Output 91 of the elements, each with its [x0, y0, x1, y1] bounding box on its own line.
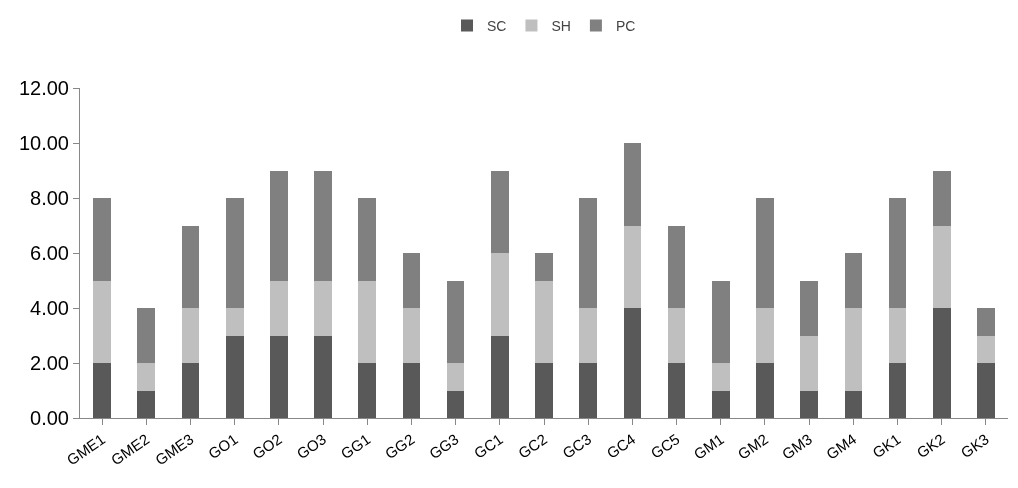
- bar: [490, 253, 509, 336]
- x-tick-label: GO3: [293, 430, 330, 463]
- bar: [888, 198, 907, 308]
- x-tick-label: GG2: [381, 430, 418, 463]
- bar: [800, 390, 818, 418]
- bar: [756, 198, 774, 308]
- x-tick-label: GC3: [559, 430, 595, 462]
- bar: [756, 363, 774, 418]
- x-tick-label: GC4: [603, 430, 639, 462]
- bar: [446, 363, 465, 391]
- bar: [800, 280, 818, 336]
- bar: [402, 253, 421, 308]
- bar: [623, 308, 642, 418]
- bar: [711, 280, 730, 363]
- bar: [93, 198, 111, 281]
- bar: [490, 335, 509, 418]
- y-tick-label: 8.00: [30, 187, 69, 209]
- bar: [932, 225, 951, 308]
- x-tick-label: GG1: [337, 430, 374, 463]
- bar: [446, 390, 465, 418]
- x-tick-label: GC5: [647, 430, 683, 462]
- bar: [358, 280, 377, 363]
- x-tick-label: GM2: [734, 430, 771, 463]
- bar: [844, 253, 863, 308]
- bar: [270, 335, 288, 418]
- bar: [977, 335, 995, 363]
- bar: [579, 198, 598, 308]
- bar: [888, 363, 907, 418]
- bar: [535, 363, 553, 418]
- bar: [270, 170, 288, 281]
- bar: [137, 363, 156, 391]
- x-tick-label: GM3: [778, 430, 816, 463]
- bar: [137, 390, 156, 418]
- bar: [844, 308, 863, 391]
- x-tick-label: GK1: [869, 430, 904, 462]
- y-tick-label: 0.00: [30, 407, 69, 429]
- bar: [137, 308, 156, 363]
- x-tick-label: GC2: [515, 430, 551, 462]
- bar: [93, 280, 111, 363]
- x-tick-label: GK2: [913, 430, 948, 462]
- y-tick-label: 6.00: [30, 242, 69, 264]
- y-tick-label: 10.00: [18, 132, 69, 154]
- bar: [535, 280, 553, 363]
- x-tick-label: GC1: [470, 430, 506, 462]
- bar: [535, 253, 553, 281]
- bar: [888, 308, 907, 363]
- bar: [225, 198, 244, 308]
- bar: [932, 170, 951, 226]
- x-tick-label: GO1: [204, 430, 241, 463]
- bar: [800, 335, 818, 391]
- bar: [225, 308, 244, 336]
- bar: [358, 363, 377, 418]
- x-tick-label: GM4: [822, 430, 860, 463]
- bar: [977, 308, 995, 336]
- bar: [314, 170, 332, 281]
- bar: [225, 335, 244, 418]
- bar: [181, 225, 200, 308]
- legend-label: SH: [551, 17, 571, 34]
- bar: [579, 308, 598, 363]
- bar: [402, 308, 421, 363]
- x-tick-label: GK3: [957, 430, 992, 462]
- bar: [314, 335, 332, 418]
- y-tick-label: 4.00: [30, 297, 69, 319]
- bar: [844, 390, 863, 418]
- bar: [977, 363, 995, 418]
- bar: [711, 363, 730, 391]
- bar: [314, 280, 332, 336]
- bar: [667, 308, 686, 363]
- legend-label: PC: [615, 17, 636, 34]
- y-tick-label: 2.00: [30, 352, 69, 374]
- legend-label: SC: [487, 17, 507, 34]
- bar: [93, 363, 111, 418]
- bar: [932, 308, 951, 418]
- bar: [446, 280, 465, 363]
- x-tick-label: GM1: [690, 430, 727, 463]
- bar: [181, 363, 200, 418]
- bar: [579, 363, 598, 418]
- x-tick-label: GG3: [425, 430, 462, 463]
- x-tick-label: GO2: [249, 430, 285, 463]
- bar: [358, 198, 377, 281]
- bar: [490, 170, 509, 253]
- bar: [667, 363, 686, 418]
- bar: [181, 308, 200, 363]
- bar: [623, 225, 642, 308]
- bar: [402, 363, 421, 418]
- bar: [756, 308, 774, 363]
- bar: [623, 143, 642, 226]
- bar: [667, 225, 686, 308]
- bar: [711, 390, 730, 418]
- bar: [270, 280, 288, 336]
- y-tick-label: 12.00: [18, 77, 69, 99]
